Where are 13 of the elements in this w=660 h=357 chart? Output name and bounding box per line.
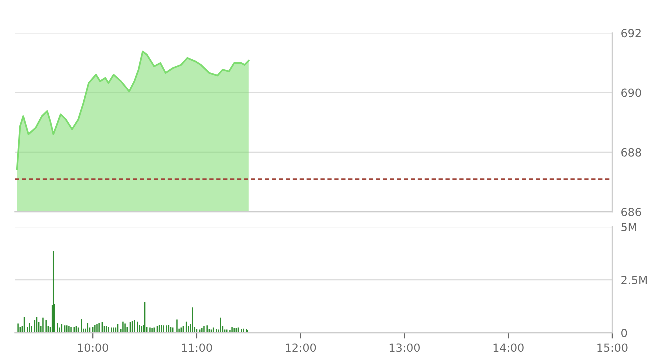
x-tick-label: 15:00 (598, 344, 628, 352)
y-tick-label: 690 (622, 88, 642, 98)
y-tick-label: 2.5M (622, 276, 647, 284)
x-tick-label: 14:00 (494, 344, 524, 352)
y-tick-label: 692 (622, 29, 641, 38)
x-tick-label: 11:00 (182, 344, 212, 352)
y-tick-label: 686 (622, 208, 642, 216)
x-tick-label: 13:00 (390, 344, 420, 352)
y-tick-label: 0 (622, 329, 628, 338)
y-tick-label: 5M (622, 223, 636, 232)
x-tick-label: 10:00 (78, 344, 108, 352)
x-tick-label: 12:00 (286, 344, 316, 352)
y-tick-label: 688 (622, 148, 642, 157)
